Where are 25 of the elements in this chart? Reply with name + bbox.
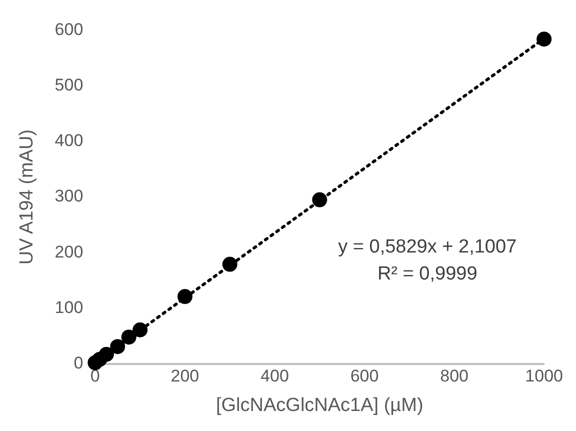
x-tick-label: 600 — [350, 366, 379, 386]
x-axis-title: [GlcNAcGlcNAc1A] (µM) — [216, 394, 424, 416]
y-tick-label: 500 — [54, 75, 84, 94]
y-tick-label: 0 — [74, 353, 84, 372]
point — [132, 322, 148, 338]
y-tick-label: 300 — [54, 186, 84, 206]
point — [177, 289, 192, 304]
point — [312, 192, 328, 208]
y-tick-label: 400 — [54, 131, 84, 150]
y-axis-title: UV A194 (mAU) — [16, 129, 38, 265]
point — [121, 330, 136, 345]
x-tick-label: 400 — [260, 366, 289, 386]
annotation: R² = 0,9999 — [377, 263, 478, 284]
y-tick-label: 600 — [54, 20, 84, 39]
x-tick-label: 200 — [170, 366, 200, 386]
point — [222, 256, 238, 272]
point — [98, 346, 114, 362]
x-tick-label: 1000 — [525, 366, 564, 386]
point — [110, 339, 126, 354]
annotation: y = 0,5829x + 2,1007 — [338, 236, 517, 258]
x-tick-label: 800 — [440, 366, 468, 386]
x-tick-label: 0 — [90, 366, 100, 386]
y-tick-label: 200 — [54, 242, 84, 262]
y-tick-label: 100 — [54, 298, 84, 317]
point — [536, 32, 552, 47]
